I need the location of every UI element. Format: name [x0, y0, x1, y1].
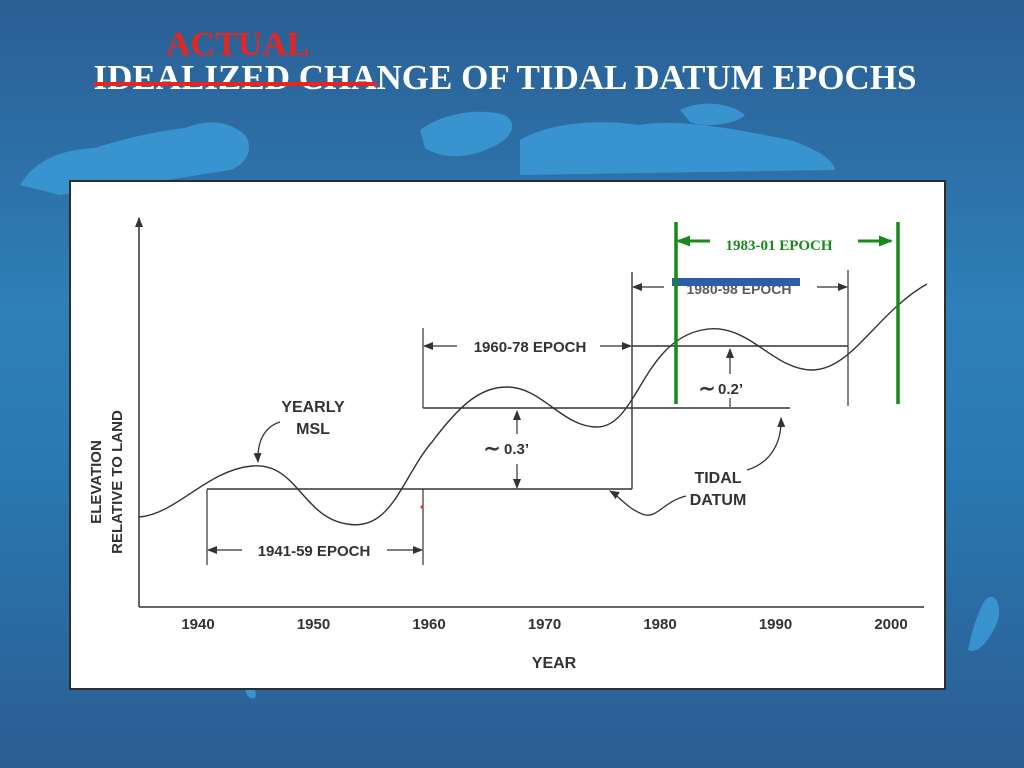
title-strikethrough-line — [93, 82, 377, 86]
tidal-datum-label-line2: DATUM — [690, 492, 747, 509]
yearly-msl-callout-arrow — [253, 421, 281, 463]
title-rest-text: NGE OF TIDAL DATUM EPOCHS — [376, 58, 917, 97]
map-landmass-north-america — [20, 122, 250, 195]
tidal-datum-callout-arrow-right — [746, 417, 786, 471]
yearly-msl-label-line1: YEARLY — [281, 399, 345, 416]
yearly-msl-label-line2: MSL — [296, 421, 330, 438]
red-dot-mark — [420, 505, 424, 509]
change-0.2-tilde: ∼ — [699, 378, 716, 400]
epoch-1960-label: 1960-78 EPOCH — [474, 339, 587, 356]
x-tick-label-1970: 1970 — [528, 616, 561, 633]
epoch-label-cover-bar — [672, 278, 800, 286]
title-struck-portion: IDEALIZED CHA — [93, 58, 377, 97]
change-0.2-label: 0.2’ — [718, 381, 743, 398]
tidal-datum-diagram: 1941-59 EPOCH 1960-78 EPOCH 1980-98 EPOC… — [69, 180, 946, 690]
map-landmass-greenland — [420, 111, 513, 157]
diagram-canvas: 1941-59 EPOCH 1960-78 EPOCH 1980-98 EPOC… — [88, 217, 928, 672]
tidal-datum-callout-arrow-left — [609, 490, 687, 516]
x-tick-label-2000: 2000 — [874, 616, 907, 633]
x-tick-label-1950: 1950 — [297, 616, 330, 633]
x-axis-label: YEAR — [532, 655, 577, 672]
green-epoch-label: 1983-01 EPOCH — [725, 238, 832, 254]
x-tick-labels: 1940 1950 1960 1970 1980 1990 2000 — [181, 616, 907, 633]
x-tick-label-1990: 1990 — [759, 616, 792, 633]
epoch-1941-label: 1941-59 EPOCH — [258, 543, 371, 560]
x-tick-label-1980: 1980 — [643, 616, 676, 633]
yearly-msl-curve — [138, 283, 928, 526]
change-0.3-label: 0.3’ — [504, 441, 529, 458]
map-landmass-europe — [520, 122, 835, 175]
x-tick-label-1940: 1940 — [181, 616, 214, 633]
slide-title: IDEALIZED CHA NGE OF TIDAL DATUM EPOCHS — [0, 58, 1010, 98]
map-landmass-asia — [680, 103, 745, 126]
title-struck-text: IDEALIZED CHA — [93, 58, 377, 97]
x-tick-label-1960: 1960 — [412, 616, 445, 633]
map-landmass-islands — [968, 596, 1000, 651]
title-correction-actual: ACTUAL — [166, 26, 310, 63]
y-axis-label-line1: ELEVATION — [88, 440, 105, 524]
tidal-datum-label-line1: TIDAL — [694, 470, 741, 487]
y-axis-label-line2: RELATIVE TO LAND — [109, 410, 126, 554]
change-0.3-tilde: ∼ — [484, 438, 501, 460]
